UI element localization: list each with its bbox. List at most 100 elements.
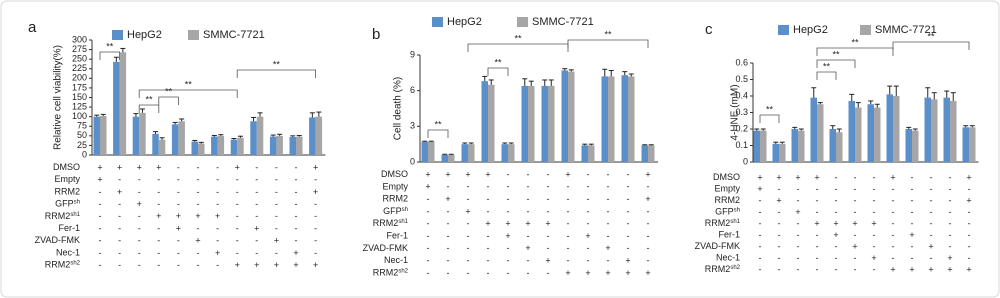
significance-bracket	[158, 96, 179, 105]
treatment-mark: +	[215, 211, 220, 221]
treatment-mark: -	[647, 255, 650, 265]
bar	[468, 144, 475, 162]
treatment-mark: -	[507, 182, 510, 192]
error-bar	[290, 135, 296, 137]
treatment-label: Empty	[382, 182, 408, 192]
error-bar	[270, 134, 276, 137]
treatment-mark: -	[587, 206, 590, 216]
treatment-mark: -	[547, 169, 550, 179]
error-bar	[779, 141, 785, 144]
treatment-mark: +	[117, 162, 122, 172]
treatment-mark: -	[930, 195, 933, 205]
y-axis-label: 4-HNE (mM)	[730, 84, 741, 140]
treatment-mark: -	[216, 236, 219, 246]
treatment-mark: -	[949, 230, 952, 240]
error-bar	[754, 128, 760, 131]
significance-bracket	[236, 69, 316, 78]
treatment-mark: -	[778, 230, 781, 240]
treatment-mark: -	[157, 260, 160, 270]
treatment-mark: +	[313, 260, 318, 270]
treatment-mark: -	[547, 231, 550, 241]
significance-label: **	[823, 61, 831, 71]
treatment-mark: -	[157, 199, 160, 209]
bar	[588, 145, 595, 162]
treatment-mark: -	[627, 182, 630, 192]
error-bar	[488, 79, 494, 85]
treatment-mark: -	[197, 162, 200, 172]
error-bar	[153, 131, 159, 134]
treatment-label: ZVAD-FMK	[363, 243, 408, 253]
significance-label: **	[766, 104, 774, 114]
treatment-mark: +	[465, 206, 470, 216]
significance-label: **	[145, 94, 153, 104]
bar	[508, 144, 515, 162]
treatment-mark: -	[949, 195, 952, 205]
treatment-mark: -	[447, 268, 450, 278]
treatment-mark: -	[968, 230, 971, 240]
y-tick-label: 150	[72, 92, 87, 102]
treatment-mark: -	[118, 199, 121, 209]
treatment-mark: +	[485, 169, 490, 179]
treatment-mark: -	[873, 184, 876, 194]
treatment-label: GFPsh	[715, 207, 740, 217]
bar	[541, 85, 548, 162]
y-tick-label: 225	[72, 63, 87, 73]
treatment-mark: -	[314, 223, 317, 233]
treatment-mark: -	[138, 260, 141, 270]
treatment-mark: -	[930, 172, 933, 182]
error-bar	[468, 142, 474, 145]
treatment-name: RRM2	[45, 211, 71, 221]
error-bar	[100, 113, 106, 116]
panel-label: c	[705, 21, 713, 38]
treatment-name: RRM2	[373, 219, 399, 229]
treatment-mark: -	[911, 207, 914, 217]
treatment-mark: -	[467, 231, 470, 241]
bar	[488, 84, 495, 162]
treatment-mark: +	[465, 169, 470, 179]
bar	[641, 145, 648, 162]
treatment-mark: -	[647, 243, 650, 253]
treatment-mark: +	[176, 223, 181, 233]
treatment-name: ZVAD-FMK	[35, 236, 80, 246]
treatment-mark: -	[892, 207, 895, 217]
y-tick-label: 0.2	[735, 123, 748, 133]
significance-label: **	[927, 31, 935, 41]
bar	[791, 129, 798, 162]
treatment-mark: -	[275, 187, 278, 197]
treatment-mark: -	[255, 187, 258, 197]
error-bar	[830, 125, 836, 129]
treatment-mark: -	[99, 236, 102, 246]
bar	[608, 76, 615, 162]
treatment-mark: +	[176, 211, 181, 221]
treatment-mark: -	[873, 195, 876, 205]
treatment-name: RRM2	[373, 268, 399, 278]
treatment-mark: -	[873, 230, 876, 240]
legend-label: HepG2	[793, 24, 828, 36]
treatment-mark: -	[835, 241, 838, 251]
treatment-mark: -	[157, 248, 160, 258]
treatment-mark: -	[607, 206, 610, 216]
y-tick-label: 50	[77, 130, 87, 140]
treatment-mark: -	[854, 195, 857, 205]
treatment-mark: -	[797, 253, 800, 263]
treatment-mark: -	[138, 175, 141, 185]
treatment-name: GFP	[383, 206, 402, 216]
error-bar	[502, 142, 508, 145]
treatment-mark: -	[797, 184, 800, 194]
treatment-mark: +	[947, 253, 952, 263]
treatment-mark: +	[928, 241, 933, 251]
treatment-mark: -	[778, 264, 781, 274]
treatment-mark: -	[487, 194, 490, 204]
treatment-mark: +	[545, 255, 550, 265]
treatment-superscript: sh2	[730, 265, 740, 271]
treatment-mark: -	[487, 182, 490, 192]
bar	[962, 127, 969, 162]
treatment-mark: +	[814, 218, 819, 228]
error-bar	[628, 73, 634, 77]
treatment-mark: -	[527, 268, 530, 278]
error-bar	[522, 78, 528, 86]
treatment-mark: -	[99, 199, 102, 209]
treatment-label: RRM2sh2	[705, 264, 741, 274]
treatment-mark: -	[547, 206, 550, 216]
error-bar	[868, 100, 874, 105]
